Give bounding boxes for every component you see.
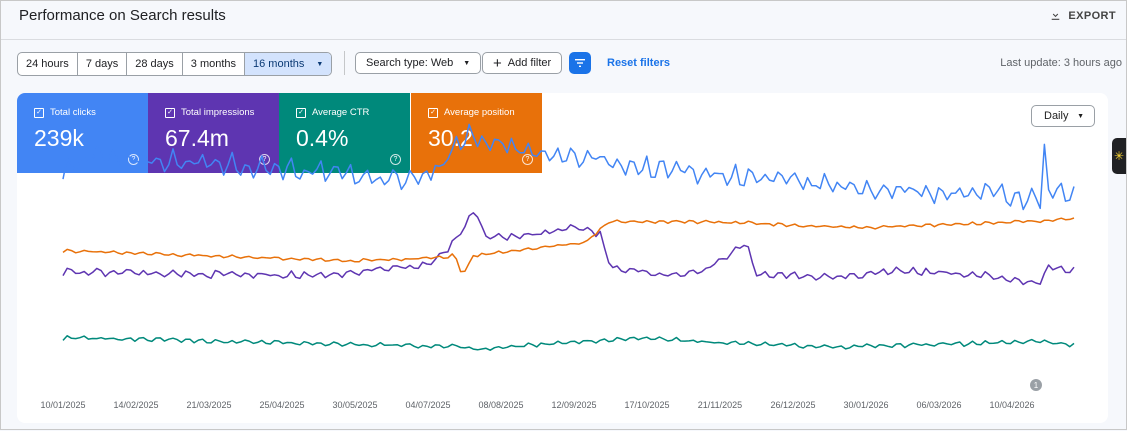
help-icon[interactable]: ?: [128, 154, 139, 165]
metric-label: Average CTR: [312, 107, 370, 118]
x-tick-label: 08/08/2025: [478, 400, 523, 410]
search-type-dropdown[interactable]: Search type: Web ▼: [355, 52, 482, 74]
metric-value: 30.2: [428, 125, 473, 151]
metric-total-clicks[interactable]: ✓ Total clicks 239k ?: [17, 93, 148, 173]
checkbox-checked-icon[interactable]: ✓: [165, 107, 175, 118]
x-tick-label: 10/01/2025: [40, 400, 85, 410]
range-7-days[interactable]: 7 days: [78, 53, 128, 75]
series-line-total-impressions: [62, 212, 1075, 286]
metric-value: 0.4%: [296, 125, 349, 151]
x-tick-label: 14/02/2025: [113, 400, 158, 410]
x-tick-label: 30/01/2026: [843, 400, 888, 410]
checkbox-checked-icon[interactable]: ✓: [428, 107, 438, 118]
export-button[interactable]: EXPORT: [1049, 9, 1116, 22]
search-type-label: Search type: Web: [366, 57, 454, 69]
download-icon: [1052, 10, 1060, 20]
x-tick-label: 21/11/2025: [698, 400, 742, 410]
help-icon[interactable]: ?: [522, 154, 533, 165]
range-28-days[interactable]: 28 days: [127, 53, 183, 75]
filter-settings-button[interactable]: [569, 52, 591, 74]
x-tick-label: 06/03/2026: [916, 400, 961, 410]
reset-filters-link[interactable]: Reset filters: [607, 57, 670, 69]
help-icon[interactable]: ?: [390, 154, 401, 165]
granularity-label: Daily: [1044, 110, 1069, 122]
checkbox-checked-icon[interactable]: ✓: [296, 107, 306, 118]
range-16-months[interactable]: 16 months ▼: [245, 53, 332, 75]
x-tick-label: 21/03/2025: [186, 400, 231, 410]
x-tick-label: 04/07/2025: [405, 400, 450, 410]
add-filter-button[interactable]: + Add filter: [482, 52, 563, 74]
range-3-months[interactable]: 3 months: [183, 53, 246, 75]
x-tick-label: 17/10/2025: [624, 400, 669, 410]
metric-label: Average position: [444, 107, 515, 118]
metric-average-ctr[interactable]: ✓ Average CTR 0.4% ?: [279, 93, 410, 173]
metric-label: Total clicks: [50, 107, 96, 118]
toolbar-separator: [344, 51, 345, 75]
granularity-dropdown[interactable]: Daily ▼: [1031, 105, 1095, 127]
export-label: EXPORT: [1068, 9, 1116, 22]
x-tick-label: 25/04/2025: [259, 400, 304, 410]
metric-value: 67.4m: [165, 125, 229, 151]
metric-total-impressions[interactable]: ✓ Total impressions 67.4m ?: [148, 93, 279, 173]
filter-list-icon: [575, 59, 585, 67]
add-filter-label: Add filter: [507, 57, 552, 69]
annotation-marker[interactable]: 1: [1030, 379, 1042, 391]
caret-down-icon: ▼: [316, 60, 324, 68]
range-24-hours[interactable]: 24 hours: [18, 53, 78, 75]
x-tick-label: 26/12/2025: [770, 400, 815, 410]
last-update-text: Last update: 3 hours ago: [1000, 57, 1122, 69]
x-tick-label: 30/05/2025: [332, 400, 377, 410]
plus-icon: +: [493, 54, 502, 72]
date-range-selector: 24 hours 7 days 28 days 3 months 16 mont…: [17, 52, 333, 76]
caret-down-icon: ▼: [463, 59, 471, 67]
metric-average-position[interactable]: ✓ Average position 30.2 ?: [411, 93, 542, 173]
metric-label: Total impressions: [181, 107, 255, 118]
metric-value: 239k: [34, 125, 84, 151]
range-16-months-label: 16 months: [253, 58, 305, 70]
side-panel-tab[interactable]: ✳: [1112, 138, 1126, 174]
series-line-average-ctr: [62, 335, 1075, 351]
sparkle-icon: ✳: [1113, 149, 1125, 163]
header-divider: [1, 39, 1126, 40]
series-line-total-clicks: [62, 123, 1075, 211]
x-tick-label: 10/04/2026: [989, 400, 1034, 410]
caret-down-icon: ▼: [1077, 112, 1084, 120]
page-title: Performance on Search results: [19, 7, 226, 24]
series-line-average-position: [62, 217, 1075, 273]
x-tick-label: 12/09/2025: [551, 400, 596, 410]
checkbox-checked-icon[interactable]: ✓: [34, 107, 44, 118]
